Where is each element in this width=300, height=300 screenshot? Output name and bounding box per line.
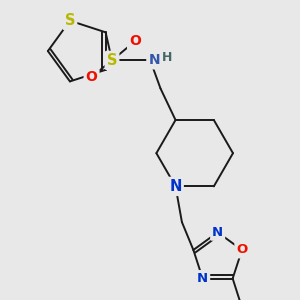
- Text: S: S: [107, 53, 117, 68]
- Text: N: N: [148, 53, 160, 68]
- Text: O: O: [236, 244, 247, 256]
- Text: N: N: [169, 179, 182, 194]
- Text: H: H: [162, 51, 172, 64]
- Text: N: N: [197, 272, 208, 285]
- Text: O: O: [85, 70, 98, 84]
- Text: N: N: [212, 226, 223, 239]
- Text: O: O: [129, 34, 141, 48]
- Text: S: S: [65, 13, 75, 28]
